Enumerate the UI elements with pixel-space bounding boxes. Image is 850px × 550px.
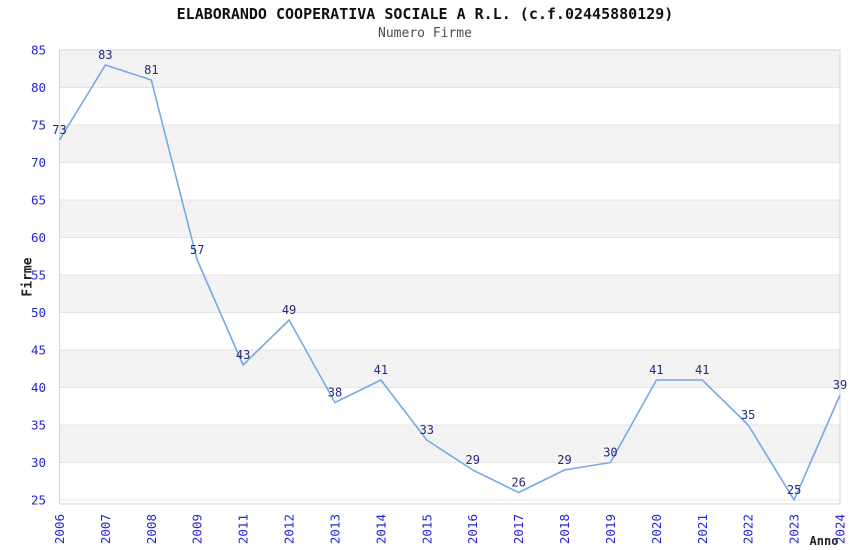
- x-tick-label: 2023: [787, 514, 802, 544]
- x-tick-label: 2009: [190, 514, 205, 544]
- x-tick-label: 2015: [419, 514, 434, 544]
- x-tick-label: 2007: [98, 514, 113, 544]
- x-axis-title: Anno: [809, 534, 839, 548]
- y-tick-label: 30: [31, 455, 46, 470]
- plot-band: [59, 275, 840, 313]
- data-label: 33: [420, 423, 434, 437]
- data-label: 38: [328, 386, 342, 400]
- plot-band: [59, 50, 840, 88]
- y-tick-label: 40: [31, 380, 46, 395]
- data-label: 39: [833, 378, 847, 392]
- data-label: 29: [557, 453, 571, 467]
- data-label: 35: [741, 408, 755, 422]
- y-tick-label: 25: [31, 493, 46, 508]
- data-label: 43: [236, 348, 250, 362]
- chart-subtitle: Numero Firme: [378, 26, 472, 41]
- x-tick-label: 2011: [236, 514, 251, 544]
- y-tick-label: 75: [31, 118, 46, 133]
- data-label: 41: [695, 363, 709, 377]
- y-tick-label: 65: [31, 193, 46, 208]
- data-label: 81: [144, 63, 158, 77]
- chart-title: ELABORANDO COOPERATIVA SOCIALE A R.L. (c…: [176, 5, 674, 23]
- plot-border: [59, 49, 841, 505]
- y-tick-label: 35: [31, 418, 46, 433]
- data-line: [58, 64, 841, 501]
- x-tick-label: 2006: [52, 514, 67, 544]
- data-label: 73: [52, 123, 66, 137]
- x-tick-label: 2022: [741, 514, 756, 544]
- x-tick-label: 2013: [327, 514, 342, 544]
- data-label: 57: [190, 243, 204, 257]
- x-tick-label: 2024: [833, 514, 848, 544]
- data-label: 41: [649, 363, 663, 377]
- x-tick-label: 2014: [373, 514, 388, 544]
- plot-band: [59, 350, 840, 388]
- x-tick-label: 2020: [649, 514, 664, 544]
- y-tick-label: 70: [31, 155, 46, 170]
- x-tick-label: 2017: [511, 514, 526, 544]
- y-tick-label: 50: [31, 305, 46, 320]
- data-label: 49: [282, 303, 296, 317]
- x-tick-label: 2012: [282, 514, 297, 544]
- data-label: 25: [787, 483, 801, 497]
- x-tick-label: 2021: [695, 514, 710, 544]
- data-label: 83: [98, 48, 112, 62]
- y-tick-label: 55: [31, 268, 46, 283]
- data-label: 26: [511, 476, 525, 490]
- plot-band: [59, 125, 840, 163]
- y-tick-label: 45: [31, 343, 46, 358]
- plot-band: [59, 425, 840, 463]
- y-tick-label: 60: [31, 230, 46, 245]
- x-tick-label: 2019: [603, 514, 618, 544]
- y-tick-label: 85: [31, 43, 46, 58]
- y-tick-label: 80: [31, 80, 46, 95]
- x-tick-label: 2016: [465, 514, 480, 544]
- data-label: 30: [603, 446, 617, 460]
- data-label: 41: [374, 363, 388, 377]
- plot-band: [59, 200, 840, 238]
- x-tick-label: 2008: [144, 514, 159, 544]
- data-label: 29: [465, 453, 479, 467]
- x-tick-label: 2018: [557, 514, 572, 544]
